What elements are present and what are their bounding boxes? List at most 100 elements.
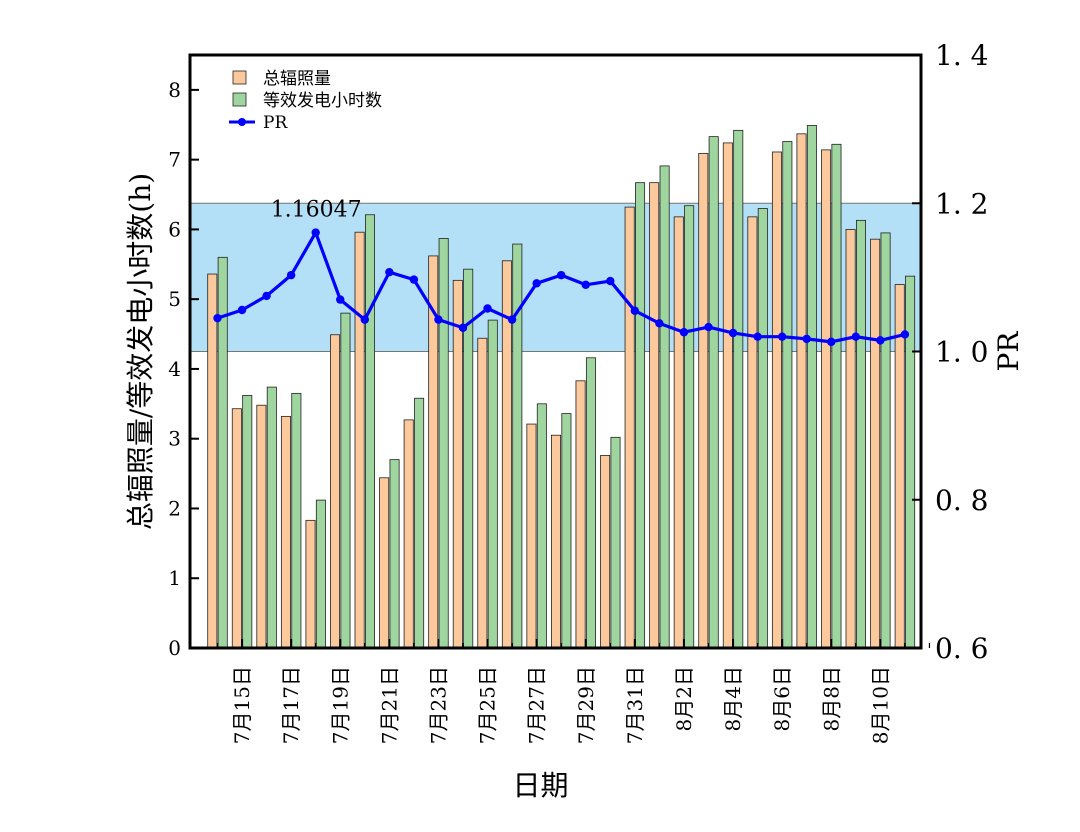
legend-label: PR — [263, 113, 288, 133]
irradiation-bar — [477, 337, 488, 649]
left-tick-label: 8 — [168, 78, 181, 102]
irradiation-bar — [526, 423, 537, 649]
equivalent-hours-bar — [340, 312, 351, 649]
left-tick-label: 5 — [168, 287, 181, 311]
pr-point — [483, 304, 492, 313]
legend-label: 总辐照量 — [263, 69, 331, 89]
equivalent-hours-bar — [733, 129, 744, 649]
pr-point — [458, 323, 468, 332]
pr-line-group — [213, 228, 910, 347]
right-tick-label: 0. 8 — [935, 484, 988, 517]
irradiation-bar — [698, 152, 709, 649]
pr-point — [728, 328, 738, 338]
irradiation-bar — [403, 419, 414, 649]
y-axis-label: 总辐照量/等效发电小时数(h) — [124, 173, 157, 530]
equivalent-hours-bar — [684, 205, 695, 649]
right-axis-ticks: 0. 6 0. 8 1. 0 1. 2 1. 4 — [912, 39, 988, 665]
left-tick-label: 4 — [168, 357, 181, 381]
equivalent-hours-bar — [536, 403, 547, 649]
pr-point — [827, 337, 836, 347]
x-tick-label: 7月29日 — [574, 666, 598, 744]
pr-point — [753, 332, 762, 341]
irradiation-bar — [575, 380, 586, 649]
pr-peak-annotation: 1.16047 — [271, 198, 362, 223]
equivalent-hours-bar — [585, 357, 596, 649]
irradiation-bar — [747, 216, 758, 649]
equivalent-hours-bar — [831, 143, 842, 649]
pr-point — [360, 315, 369, 324]
left-tick-label: 0 — [168, 636, 181, 660]
x-tick-label: 7月27日 — [525, 666, 549, 744]
irradiation-bar — [796, 133, 807, 649]
pr-point — [851, 332, 860, 341]
left-axis-ticks: 0 1 2 3 4 5 6 7 8 — [168, 78, 199, 660]
irradiation-bar — [821, 149, 832, 649]
pr-point — [704, 322, 713, 332]
irradiation-bar — [551, 434, 562, 649]
x-tick-label: 7月23日 — [426, 666, 450, 744]
legend-swatch — [232, 70, 247, 85]
right-tick-label: 1. 2 — [935, 187, 988, 220]
left-tick-label: 2 — [168, 496, 181, 520]
left-tick-label: 3 — [168, 427, 181, 451]
pr-point — [336, 295, 345, 304]
pr-point — [630, 306, 640, 315]
pr-point — [557, 270, 566, 280]
equivalent-hours-bar — [487, 319, 498, 649]
irradiation-bar — [771, 151, 782, 649]
bar-group — [207, 125, 916, 649]
irradiation-bar — [305, 519, 316, 649]
pr-point — [311, 228, 320, 237]
legend-marker — [238, 118, 246, 126]
x-axis-label: 日期 — [512, 769, 568, 802]
equivalent-hours-bar — [315, 499, 326, 649]
x-tick-label: 7月17日 — [279, 666, 303, 744]
irradiation-bar — [845, 229, 856, 649]
pr-point — [900, 330, 910, 339]
irradiation-bar — [649, 182, 660, 649]
right-tick-label: 1. 4 — [935, 39, 988, 72]
irradiation-bar — [870, 238, 881, 649]
x-tick-label: 8月6日 — [770, 666, 794, 731]
equivalent-hours-bar — [880, 232, 891, 649]
right-tick-label: 1. 0 — [935, 336, 988, 369]
irradiation-bar — [624, 206, 635, 649]
x-axis-ticks: 7月15日 7月17日 7月19日 7月21日 7月23日 7月25日 7月27日 7月29日… — [216, 639, 931, 744]
irradiation-bar — [256, 404, 267, 649]
pr-point — [581, 280, 590, 289]
irradiation-bar — [722, 142, 733, 649]
x-tick-label: 7月19日 — [328, 666, 352, 744]
irradiation-bar — [231, 408, 242, 649]
pr-point — [679, 328, 689, 337]
equivalent-hours-bar — [856, 219, 867, 649]
pr-point — [213, 313, 222, 323]
legend-swatch — [232, 92, 247, 107]
equivalent-hours-bar — [266, 386, 277, 649]
x-tick-label: 7月21日 — [377, 666, 401, 744]
equivalent-hours-bar — [610, 436, 621, 649]
irradiation-bar — [354, 231, 365, 649]
pr-point — [532, 279, 541, 288]
right-tick-label: 0. 6 — [935, 632, 988, 665]
irradiation-bar — [673, 216, 684, 649]
equivalent-hours-bar — [438, 238, 449, 649]
x-tick-label: 8月10日 — [868, 666, 892, 744]
equivalent-hours-bar — [242, 395, 253, 649]
pr-point — [777, 332, 787, 341]
equivalent-hours-bar — [659, 165, 670, 649]
x-tick-label: 8月4日 — [721, 666, 745, 731]
irradiation-bar — [894, 284, 905, 649]
pr-point — [606, 276, 615, 286]
x-tick-label: 7月15日 — [230, 666, 254, 744]
equivalent-hours-bar — [389, 459, 400, 649]
irradiation-bar — [600, 455, 611, 649]
equivalent-hours-bar — [635, 182, 646, 649]
pr-point — [262, 291, 271, 301]
irradiation-bar — [330, 334, 341, 649]
y2-axis-label: PR — [992, 331, 1025, 372]
equivalent-hours-bar — [806, 125, 817, 649]
irradiation-bar — [452, 279, 463, 649]
